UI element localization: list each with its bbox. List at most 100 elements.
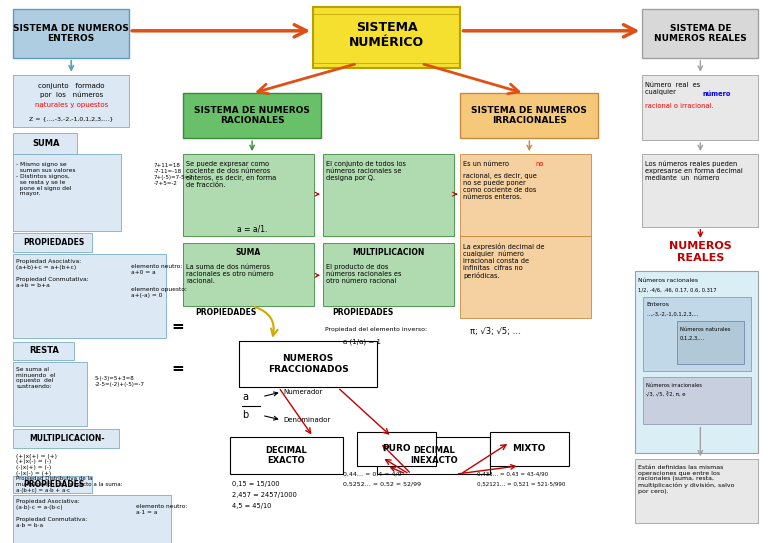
- Text: Propiedad Distributiva de la
multiplicación con respecto a la suma:
a·(b+c) = a·: Propiedad Distributiva de la multiplicac…: [16, 476, 123, 493]
- FancyBboxPatch shape: [642, 154, 758, 227]
- Text: 2,457 = 2457/1000: 2,457 = 2457/1000: [233, 492, 297, 498]
- Text: MULTIPLICACION: MULTIPLICACION: [353, 248, 425, 256]
- FancyBboxPatch shape: [13, 342, 74, 360]
- Text: PURO: PURO: [382, 444, 411, 453]
- FancyBboxPatch shape: [313, 8, 461, 68]
- Text: 0,433… = 0,43 = 43-4/90: 0,433… = 0,43 = 43-4/90: [477, 471, 548, 476]
- Text: RESTA: RESTA: [28, 346, 58, 356]
- FancyBboxPatch shape: [13, 362, 87, 426]
- Text: Números irracionales: Números irracionales: [647, 383, 703, 388]
- FancyBboxPatch shape: [13, 254, 166, 338]
- Text: DECIMAL
EXACTO: DECIMAL EXACTO: [266, 446, 307, 465]
- Text: Números racionales: Números racionales: [638, 278, 698, 283]
- Text: (+)x(+) = (+)
(+)x(-) = (-)
(-)x(+) = (-)
(-)x(-) = (+): (+)x(+) = (+) (+)x(-) = (-) (-)x(+) = (-…: [16, 453, 57, 476]
- Text: El conjunto de todos los
números racionales se
designa por Q.: El conjunto de todos los números raciona…: [326, 161, 406, 180]
- Text: PROPIEDADES: PROPIEDADES: [195, 308, 257, 317]
- Text: Se suma al
minuendo  el
opuesto  del
sustraendo:: Se suma al minuendo el opuesto del sustr…: [16, 367, 56, 389]
- Text: Denominador: Denominador: [283, 417, 331, 423]
- FancyBboxPatch shape: [461, 236, 591, 318]
- FancyBboxPatch shape: [13, 476, 92, 493]
- Text: DECIMAL
INEXACTO: DECIMAL INEXACTO: [410, 446, 458, 465]
- Text: =: =: [171, 319, 184, 334]
- Text: SISTEMA
NUMÉRICO: SISTEMA NUMÉRICO: [349, 22, 425, 49]
- FancyBboxPatch shape: [461, 154, 591, 236]
- Text: - Mismo signo se
  suman sus valores
- Distintos signos,
  se resta y se le
  po: - Mismo signo se suman sus valores - Dis…: [16, 162, 76, 197]
- Text: por  los   números: por los números: [40, 92, 103, 98]
- FancyBboxPatch shape: [230, 437, 343, 474]
- Text: PROPIEDADES: PROPIEDADES: [333, 308, 394, 317]
- Text: SISTEMA DE NUMEROS
RACIONALES: SISTEMA DE NUMEROS RACIONALES: [194, 106, 310, 125]
- Text: 0,15 = 15/100: 0,15 = 15/100: [233, 481, 280, 487]
- Text: 0,44… = 0,4 = 4/9: 0,44… = 0,4 = 4/9: [343, 471, 401, 476]
- Text: =: =: [171, 361, 184, 376]
- Text: La expresión decimal de
cualquier  número
irracional consta de
infinitas  cifras: La expresión decimal de cualquier número…: [463, 243, 545, 280]
- Text: a: a: [242, 392, 248, 402]
- Text: no: no: [535, 161, 544, 167]
- Text: racional, es decir, que
no se puede poner
como cociente de dos
números enteros.: racional, es decir, que no se puede pone…: [463, 173, 538, 200]
- Text: b: b: [242, 411, 249, 420]
- FancyBboxPatch shape: [13, 233, 92, 252]
- Text: Numerador: Numerador: [283, 389, 323, 395]
- Text: conjunto   formado: conjunto formado: [38, 83, 104, 89]
- FancyBboxPatch shape: [677, 321, 743, 364]
- FancyBboxPatch shape: [323, 154, 454, 236]
- FancyBboxPatch shape: [13, 9, 129, 58]
- FancyBboxPatch shape: [642, 75, 758, 140]
- Text: racional o irracional.: racional o irracional.: [645, 103, 713, 109]
- Text: Se puede expresar como
cociente de dos números
enteros, es decir, en forma
de fr: Se puede expresar como cociente de dos n…: [187, 161, 276, 187]
- Text: 0,5252… = 0,52 = 52/99: 0,5252… = 0,52 = 52/99: [343, 482, 421, 487]
- FancyBboxPatch shape: [184, 93, 321, 138]
- Text: Z = {…,-3,-2,-1,0,1,2,3,…}: Z = {…,-3,-2,-1,0,1,2,3,…}: [29, 116, 114, 121]
- Text: elemento opuesto:
a+(-a) = 0: elemento opuesto: a+(-a) = 0: [131, 287, 187, 298]
- FancyBboxPatch shape: [13, 134, 77, 154]
- FancyBboxPatch shape: [323, 243, 454, 306]
- Text: 1/2, -4/6, .46, 0.17, 0.6, 0.317: 1/2, -4/6, .46, 0.17, 0.6, 0.317: [638, 287, 717, 293]
- Text: NUMEROS
FRACCIONADOS: NUMEROS FRACCIONADOS: [268, 354, 349, 374]
- Text: SISTEMA DE NUMEROS
ENTEROS: SISTEMA DE NUMEROS ENTEROS: [13, 24, 129, 43]
- Text: La suma de dos números
racionales es otro número
racional.: La suma de dos números racionales es otr…: [187, 264, 274, 284]
- Text: naturales y opuestos: naturales y opuestos: [35, 103, 108, 109]
- Text: SUMA: SUMA: [236, 248, 261, 256]
- Text: Números naturales: Números naturales: [680, 327, 730, 332]
- FancyBboxPatch shape: [184, 243, 314, 306]
- FancyBboxPatch shape: [357, 432, 436, 466]
- Text: elemento neutro:
a·1 = a: elemento neutro: a·1 = a: [136, 504, 187, 515]
- Text: PROPIEDADES: PROPIEDADES: [23, 238, 84, 247]
- Text: 5-(-3)=5+3=8
-2-5=(-2)+(-5)=-7: 5-(-3)=5+3=8 -2-5=(-2)+(-5)=-7: [94, 376, 145, 387]
- FancyBboxPatch shape: [644, 297, 751, 371]
- Text: Propiedad Asociativa:
(a+b)+c = a+(b+c)

Propiedad Conmutativa:
a+b = b+a: Propiedad Asociativa: (a+b)+c = a+(b+c) …: [16, 260, 89, 288]
- FancyBboxPatch shape: [240, 340, 377, 387]
- Text: MULTIPLICACION-: MULTIPLICACION-: [29, 434, 105, 443]
- Text: Es un número: Es un número: [463, 161, 511, 167]
- Text: NUMEROS
REALES: NUMEROS REALES: [669, 241, 732, 263]
- Text: 0,52121… = 0,521 = 521·5/990: 0,52121… = 0,521 = 521·5/990: [477, 482, 565, 487]
- Text: Los números reales pueden
expresarse en forma decimal
mediante  un  número: Los números reales pueden expresarse en …: [645, 161, 743, 181]
- Text: número: número: [702, 91, 730, 97]
- Text: Propiedad del elemento inverso:: Propiedad del elemento inverso:: [325, 327, 427, 332]
- Text: SUMA: SUMA: [32, 139, 59, 148]
- FancyBboxPatch shape: [13, 75, 129, 127]
- Text: PROPIEDADES: PROPIEDADES: [23, 480, 84, 489]
- FancyBboxPatch shape: [184, 154, 314, 236]
- Text: Están definidas las mismas
operaciones que entre los
racionales (suma, resta,
mu: Están definidas las mismas operaciones q…: [638, 465, 735, 494]
- FancyBboxPatch shape: [642, 9, 758, 58]
- FancyBboxPatch shape: [635, 270, 758, 453]
- Text: MIXTO: MIXTO: [512, 444, 546, 453]
- FancyBboxPatch shape: [635, 459, 758, 523]
- Text: Propiedad Asociativa:
(a·b)·c = a·(b·c)

Propiedad Conmutativa:
a·b = b·a: Propiedad Asociativa: (a·b)·c = a·(b·c) …: [16, 500, 88, 528]
- Text: elemento neutro:
a+0 = a: elemento neutro: a+0 = a: [131, 264, 183, 275]
- Text: Enteros: Enteros: [647, 302, 669, 307]
- Text: SISTEMA DE
NUMEROS REALES: SISTEMA DE NUMEROS REALES: [654, 24, 746, 43]
- Text: SISTEMA DE NUMEROS
IRRACIONALES: SISTEMA DE NUMEROS IRRACIONALES: [472, 106, 588, 125]
- Text: π; √3; √5; …: π; √3; √5; …: [470, 327, 521, 336]
- FancyBboxPatch shape: [461, 93, 598, 138]
- Text: 4,5 = 45/10: 4,5 = 45/10: [233, 503, 272, 509]
- FancyBboxPatch shape: [490, 432, 568, 466]
- FancyBboxPatch shape: [13, 430, 119, 448]
- Text: El producto de dos
números racionales es
otro número racional: El producto de dos números racionales es…: [326, 264, 402, 284]
- Text: …,-3,-2,-1,0,1,2,3,…: …,-3,-2,-1,0,1,2,3,…: [647, 312, 699, 317]
- FancyBboxPatch shape: [644, 377, 751, 424]
- Text: a = a/1.: a = a/1.: [237, 224, 267, 233]
- Text: a·(1/a) = 1: a·(1/a) = 1: [343, 339, 380, 345]
- Text: √3, √5, ∛2, π, e: √3, √5, ∛2, π, e: [647, 392, 686, 397]
